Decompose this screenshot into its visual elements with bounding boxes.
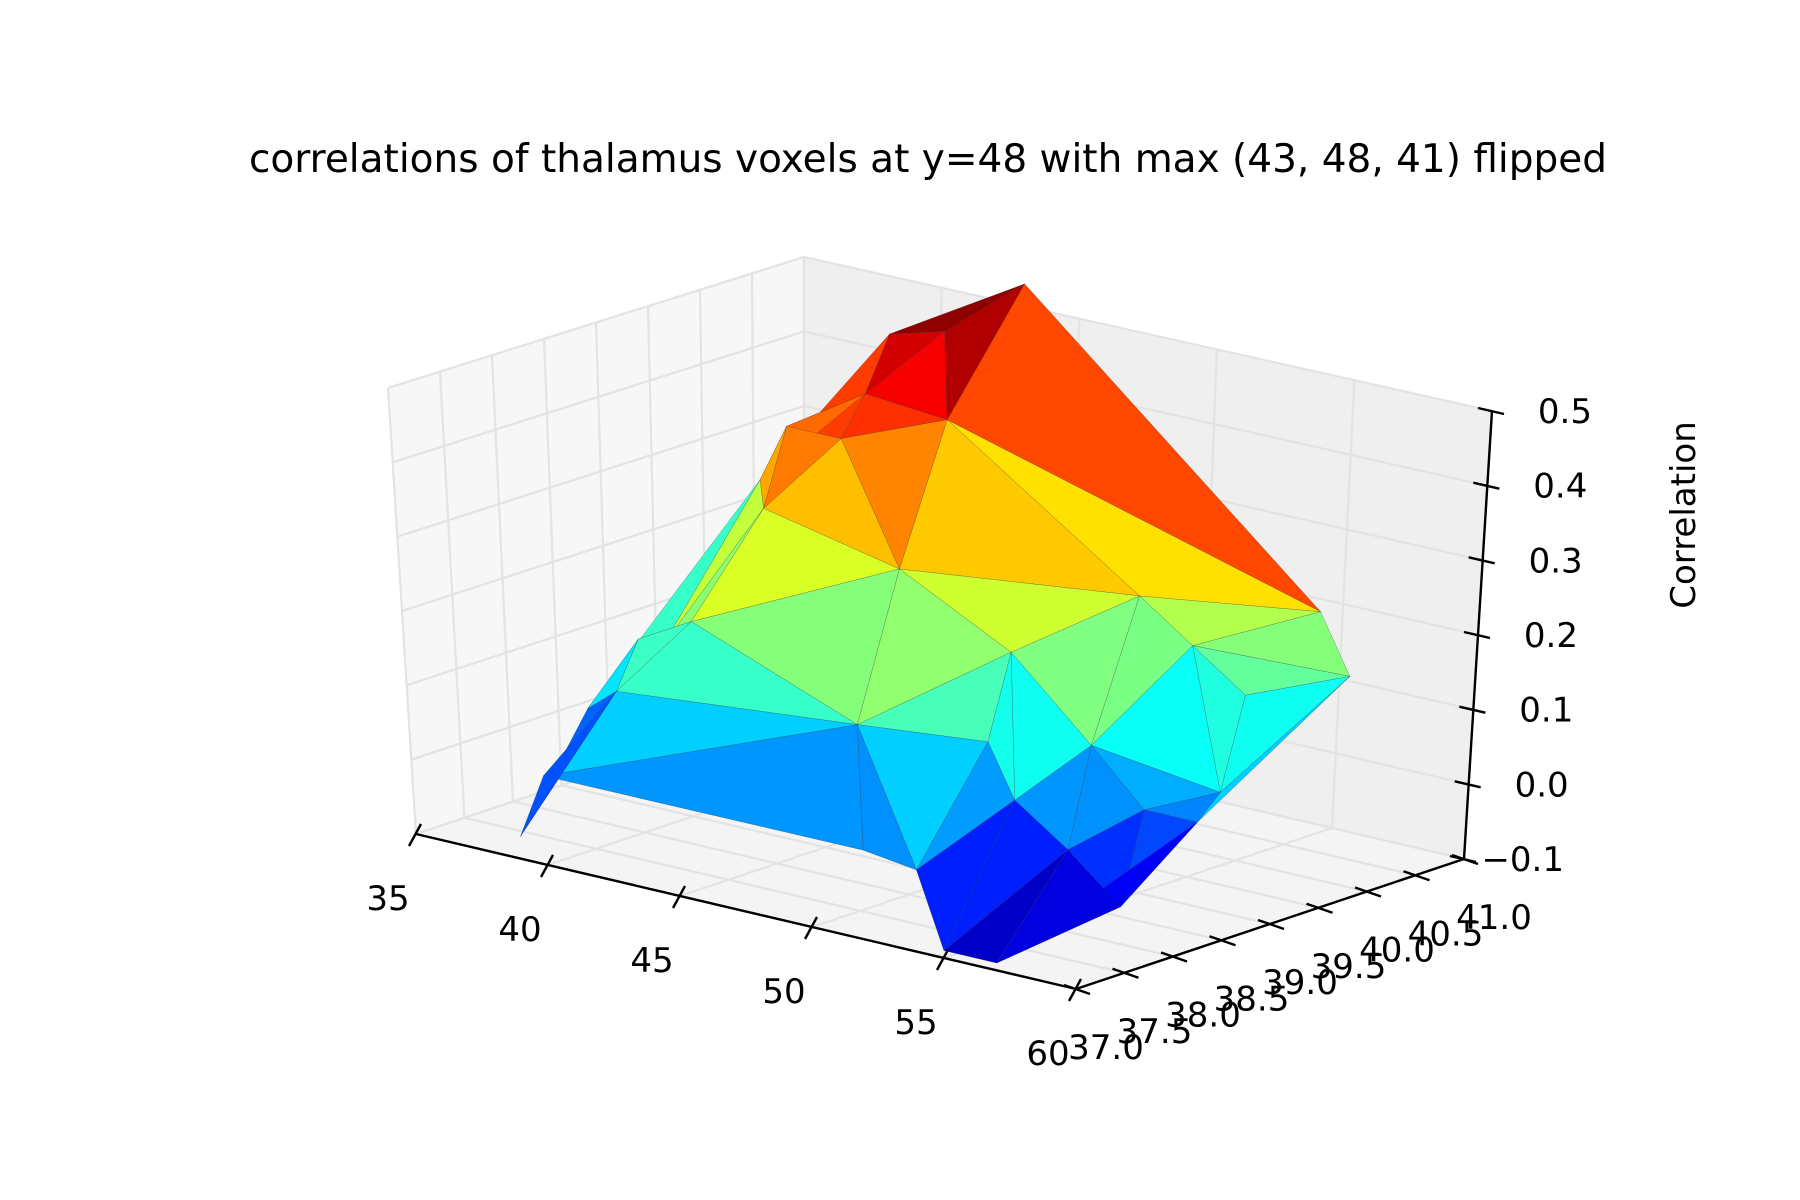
y-tick	[1112, 967, 1139, 979]
z-tick	[1463, 630, 1491, 640]
x-tick-label: 35	[366, 879, 409, 919]
y-tick-label: 40.5	[1408, 914, 1484, 954]
chart-title: correlations of thalamus voxels at y=48 …	[249, 137, 1607, 182]
grid-line-z	[392, 330, 1488, 487]
y-tick-label: 41.0	[1456, 898, 1532, 938]
grid-line-z	[396, 404, 1483, 562]
x-tick	[935, 947, 951, 971]
y-tick-label: 40.0	[1359, 931, 1435, 971]
x-tick-label: 50	[762, 972, 805, 1012]
x-tick-label: 55	[894, 1003, 937, 1043]
z-tick-label: 0.4	[1533, 467, 1587, 507]
y-tick-label: 39.0	[1262, 963, 1338, 1003]
y-tick	[1354, 886, 1382, 898]
y-tick	[1209, 935, 1236, 947]
y-tick-label: 38.0	[1165, 996, 1241, 1036]
surface-facet	[943, 849, 1069, 964]
y-tick	[1306, 902, 1333, 914]
x-tick	[803, 916, 819, 940]
x-tick	[407, 823, 423, 847]
y-tick-label: 37.0	[1068, 1028, 1144, 1068]
x-tick-label: 40	[498, 910, 541, 950]
y-tick	[1063, 983, 1091, 996]
z-tick	[1459, 705, 1486, 714]
z-tick-label: 0.1	[1519, 691, 1573, 731]
z-tick-label: −0.1	[1481, 840, 1564, 880]
z-tick	[1477, 406, 1505, 416]
x-tick-label: 60	[1026, 1034, 1069, 1074]
x-tick	[671, 885, 687, 909]
z-tick	[1454, 780, 1481, 789]
surface-facet	[916, 799, 1015, 951]
x-axis-line	[415, 832, 1077, 991]
z-tick	[1449, 854, 1477, 864]
y-tick	[1403, 870, 1430, 882]
y-tick	[1257, 918, 1285, 931]
y-tick-label: 37.5	[1117, 1012, 1193, 1052]
z-tick-label: 0.3	[1529, 541, 1583, 581]
grid-line-z	[387, 255, 1493, 413]
y-tick	[1160, 951, 1188, 963]
z-tick	[1473, 481, 1500, 490]
z-tick-label: 0.5	[1538, 392, 1592, 432]
z-axis-label: Correlation	[1664, 421, 1704, 608]
z-tick-label: 0.0	[1515, 765, 1569, 805]
surface	[520, 283, 1351, 964]
tick-labels: 35 40 45 50 55 6037.037.538.038.539.039.540.0…	[366, 392, 1592, 1074]
y-tick-label: 38.5	[1214, 979, 1290, 1019]
x-tick	[539, 854, 555, 878]
x-tick-label: 45	[630, 941, 673, 981]
y-tick-label: 39.5	[1311, 947, 1387, 987]
surface-facet	[520, 691, 617, 837]
z-tick	[1468, 556, 1495, 565]
z-tick-label: 0.2	[1524, 616, 1578, 656]
axis-lines	[407, 406, 1505, 1002]
